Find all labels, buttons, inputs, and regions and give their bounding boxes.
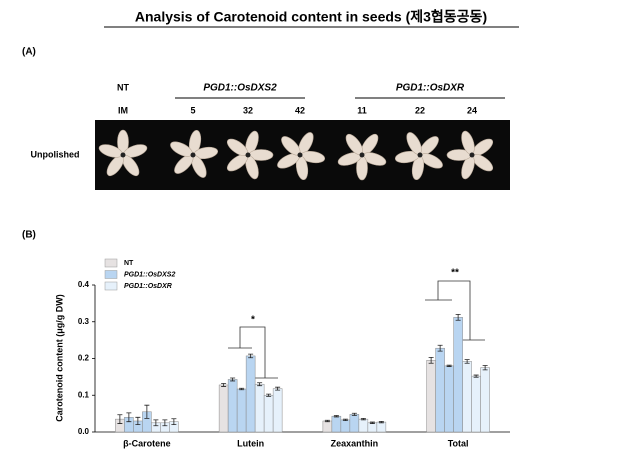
bar [218, 384, 229, 433]
group-label: PGD1::OsDXS2 [203, 83, 277, 94]
error-bar [162, 419, 168, 427]
bar [227, 379, 238, 433]
bar [367, 422, 378, 433]
panel-label: (A) [22, 47, 36, 58]
line-label: 11 [357, 105, 367, 115]
error-bar [135, 416, 141, 426]
bar [480, 367, 490, 433]
bar [322, 420, 333, 433]
error-bar [117, 414, 123, 424]
error-bar [266, 393, 272, 397]
error-bar [333, 415, 339, 418]
bar [272, 388, 283, 433]
significance: * [251, 315, 255, 326]
error-bar [275, 386, 281, 391]
y-tick-label: 0.2 [78, 354, 90, 363]
bar [245, 355, 256, 433]
error-bar [248, 353, 254, 359]
bar [263, 395, 274, 433]
legend-label: PGD1::OsDXR [124, 283, 172, 290]
bar [236, 388, 247, 433]
legend-label: NT [124, 260, 134, 267]
bar [340, 419, 351, 433]
bar [349, 414, 360, 433]
legend-swatch [104, 281, 118, 291]
error-bar [153, 419, 159, 427]
error-bar [221, 383, 227, 387]
x-tick-label: β-Carotene [123, 438, 171, 448]
error-bar [482, 365, 488, 371]
error-bar [342, 418, 348, 422]
error-bar [324, 419, 330, 423]
error-bar [230, 377, 236, 382]
significance-brackets [228, 280, 485, 379]
title: Analysis of Carotenoid content in seeds … [135, 9, 487, 25]
x-tick-label: Lutein [237, 438, 264, 448]
line-label: 32 [243, 105, 253, 115]
legend-label: PGD1::OsDXS2 [124, 271, 175, 278]
y-axis-label: Carotenoid content (μg/g DW) [54, 294, 64, 422]
seed-center [245, 152, 251, 158]
line-label: 22 [415, 105, 425, 115]
bar [254, 383, 265, 433]
line-label: IM [118, 105, 128, 115]
error-bar [360, 418, 366, 421]
error-bar [239, 387, 245, 391]
bar [471, 375, 481, 433]
bar [358, 418, 369, 433]
bar [462, 361, 472, 433]
error-bar [257, 382, 263, 387]
error-bar [473, 374, 479, 378]
y-tick-label: 0.0 [78, 427, 90, 436]
error-bar [144, 404, 150, 419]
group-label: NT [117, 82, 129, 92]
seed-center [190, 152, 196, 158]
y-tick-label: 0.3 [78, 317, 90, 326]
seed-center [359, 152, 365, 158]
y-tick-label: 0.1 [78, 390, 90, 399]
x-tick-label: Zeaxanthin [331, 438, 379, 448]
group-label: PGD1::OsDXR [396, 83, 465, 94]
error-bar [437, 344, 443, 352]
bar [453, 317, 463, 433]
row-label: Unpolished [31, 149, 80, 159]
seed-center [469, 152, 475, 158]
error-bar [428, 356, 434, 364]
bar [444, 365, 454, 433]
bar [435, 347, 445, 433]
legend-swatch [104, 270, 118, 279]
error-bar [455, 314, 461, 321]
line-label: 5 [190, 105, 195, 115]
y-tick-label: 0.4 [78, 280, 90, 289]
x-tick-label: Total [448, 438, 469, 448]
error-bar [351, 412, 357, 416]
line-label: 42 [295, 105, 305, 115]
seeds [98, 129, 494, 181]
error-bar [171, 418, 177, 426]
bar [426, 360, 436, 433]
seed-center [417, 152, 423, 158]
bar [376, 421, 387, 433]
bar [331, 415, 342, 433]
error-bar [446, 364, 452, 367]
error-bar [464, 359, 470, 364]
seed-center [297, 152, 303, 158]
error-bar [126, 412, 132, 423]
error-bar [369, 421, 375, 424]
seed-center [120, 152, 126, 158]
line-label: 24 [467, 105, 477, 115]
panel-label: (B) [22, 230, 36, 241]
legend-swatch [104, 258, 118, 268]
error-bar [378, 420, 384, 424]
significance: ** [451, 268, 459, 279]
